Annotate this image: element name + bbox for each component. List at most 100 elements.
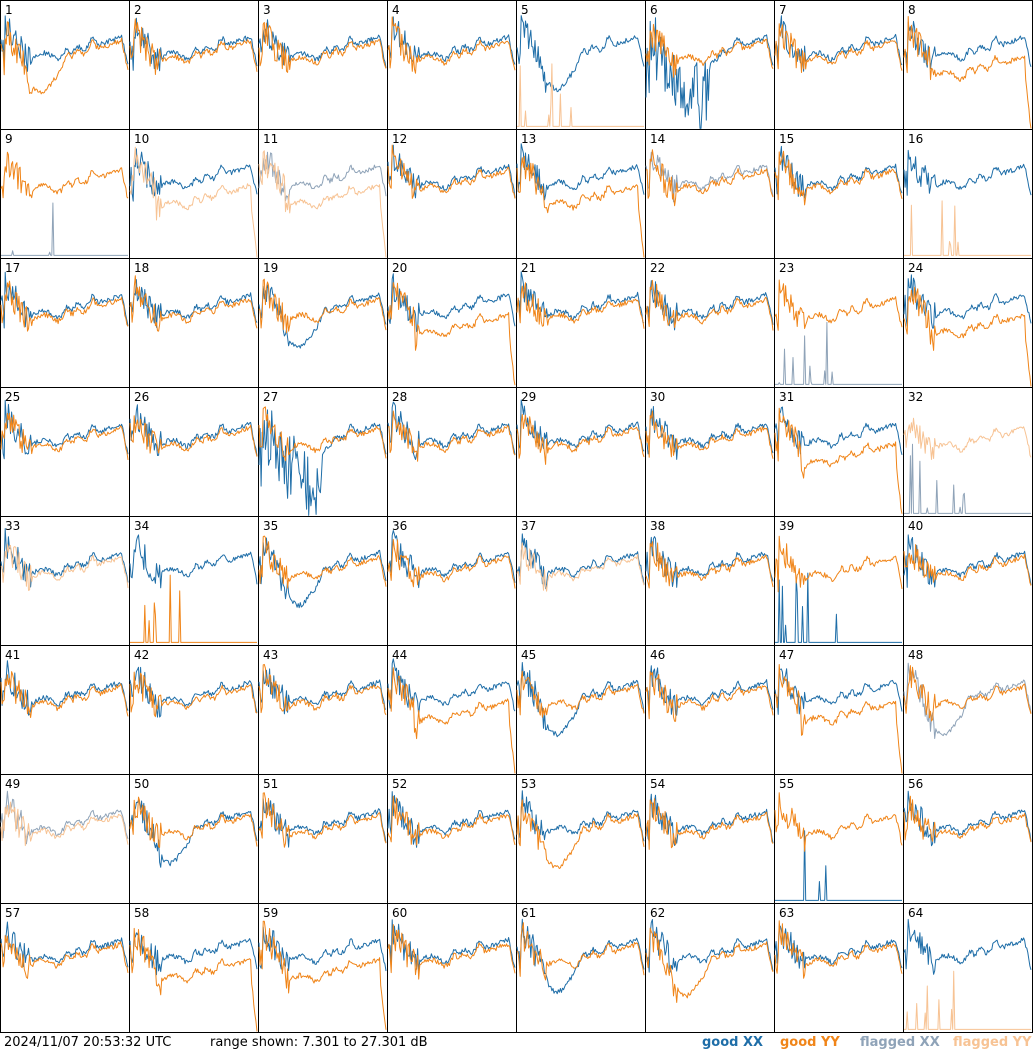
- series-yy-trace: [258, 663, 387, 716]
- series-yy-trace: [0, 280, 129, 332]
- panel-number: 39: [779, 519, 794, 533]
- series-yy-trace: [903, 795, 1032, 843]
- series-yy-trace: [129, 18, 258, 75]
- panel-number: 37: [521, 519, 536, 533]
- panel-number: 14: [650, 132, 665, 146]
- series-yy-trace: [774, 407, 903, 514]
- panel-3: 3: [258, 0, 388, 130]
- panel-44: 44: [387, 645, 517, 775]
- panel-frame: [0, 516, 130, 646]
- panel-10: 10: [129, 129, 259, 259]
- series-xx-trace: [258, 798, 387, 848]
- series-yy-trace: [516, 282, 645, 329]
- panel-63: 63: [774, 903, 904, 1033]
- series-xx-trace: [258, 668, 387, 715]
- series-yy-trace: [904, 970, 1031, 1030]
- panel-frame: [258, 903, 388, 1033]
- panel-48: 48: [903, 645, 1033, 775]
- series-xx-trace: [387, 530, 516, 589]
- panel-frame: [129, 387, 259, 517]
- panel-frame: [258, 129, 388, 259]
- series-xx-trace: [129, 404, 258, 457]
- panel-60: 60: [387, 903, 517, 1033]
- panel-61: 61: [516, 903, 646, 1033]
- series-yy-trace: [516, 922, 645, 981]
- panel-34: 34: [129, 516, 259, 646]
- panel-number: 26: [134, 390, 149, 404]
- panel-33: 33: [0, 516, 130, 646]
- panel-54: 54: [645, 774, 775, 904]
- panel-number: 27: [263, 390, 278, 404]
- series-xx-trace: [904, 443, 1031, 514]
- panel-number: 43: [263, 648, 278, 662]
- panel-frame: [645, 774, 775, 904]
- panel-number: 1: [5, 3, 13, 17]
- panel-37: 37: [516, 516, 646, 646]
- panel-43: 43: [258, 645, 388, 775]
- series-yy-trace: [645, 279, 774, 331]
- series-xx-trace: [645, 536, 774, 588]
- panel-frame: [258, 0, 388, 130]
- panel-frame: [129, 645, 259, 775]
- panel-number: 60: [392, 906, 407, 920]
- series-xx-trace: [903, 149, 1032, 196]
- series-xx-trace: [516, 790, 645, 842]
- panel-13: 13: [516, 129, 646, 259]
- panel-number: 4: [392, 3, 400, 17]
- panel-23: 23: [774, 258, 904, 388]
- series-yy-trace: [903, 417, 1032, 460]
- series-xx-trace: [0, 921, 129, 968]
- series-xx-trace: [258, 926, 387, 972]
- panel-number: 36: [392, 519, 407, 533]
- panel-number: 42: [134, 648, 149, 662]
- series-yy-trace: [774, 535, 903, 593]
- panel-51: 51: [258, 774, 388, 904]
- panel-number: 5: [521, 3, 529, 17]
- panel-number: 44: [392, 648, 407, 662]
- panel-number: 41: [5, 648, 20, 662]
- series-xx-trace: [645, 406, 774, 460]
- panel-number: 8: [908, 3, 916, 17]
- panel-frame: [645, 645, 775, 775]
- series-xx-trace: [903, 20, 1032, 70]
- panel-number: 9: [5, 132, 13, 146]
- panel-number: 57: [5, 906, 20, 920]
- panel-frame: [387, 903, 517, 1033]
- panel-46: 46: [645, 645, 775, 775]
- series-yy-trace: [387, 924, 516, 980]
- panel-frame: [903, 258, 1033, 388]
- panel-number: 20: [392, 261, 407, 275]
- series-xx-trace: [0, 790, 129, 845]
- series-yy-trace: [516, 799, 645, 869]
- panel-number: 62: [650, 906, 665, 920]
- panel-40: 40: [903, 516, 1033, 646]
- panel-frame: [516, 258, 646, 388]
- panel-number: 6: [650, 3, 658, 17]
- panel-number: 58: [134, 906, 149, 920]
- panel-number: 3: [263, 3, 271, 17]
- panel-55: 55: [774, 774, 904, 904]
- panel-31: 31: [774, 387, 904, 517]
- panel-24: 24: [903, 258, 1033, 388]
- panel-number: 33: [5, 519, 20, 533]
- panel-frame: [129, 774, 259, 904]
- panel-26: 26: [129, 387, 259, 517]
- series-yy-trace: [0, 801, 129, 847]
- series-yy-trace: [387, 795, 516, 846]
- series-xx-trace: [645, 793, 774, 846]
- panel-18: 18: [129, 258, 259, 388]
- panel-number: 55: [779, 777, 794, 791]
- series-yy-trace: [387, 667, 516, 774]
- series-yy-trace: [645, 671, 774, 722]
- panel-number: 13: [521, 132, 536, 146]
- panel-14: 14: [645, 129, 775, 259]
- series-yy-trace: [387, 282, 516, 386]
- panel-1: 1: [0, 0, 130, 130]
- panel-28: 28: [387, 387, 517, 517]
- panel-57: 57: [0, 903, 130, 1033]
- panel-36: 36: [387, 516, 517, 646]
- panel-frame: [258, 645, 388, 775]
- panel-56: 56: [903, 774, 1033, 904]
- series-yy-trace: [645, 410, 774, 459]
- series-yy-trace: [516, 414, 645, 465]
